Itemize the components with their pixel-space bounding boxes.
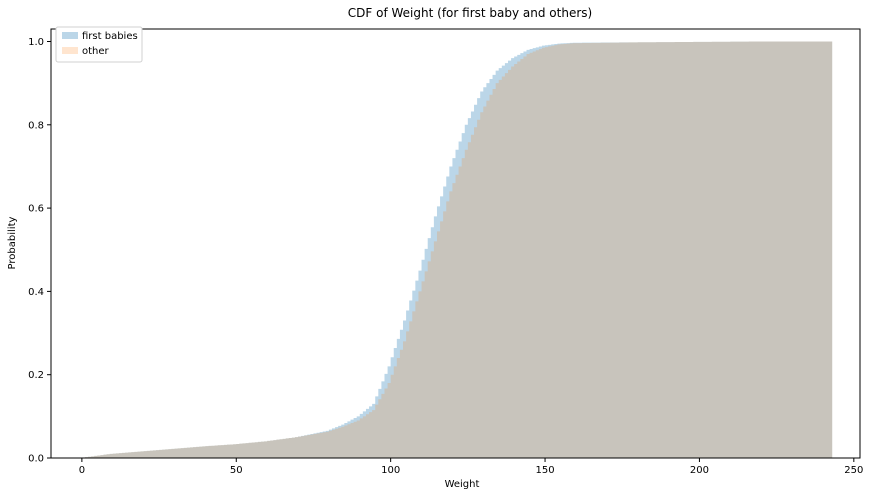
plot-area (81, 41, 833, 458)
x-axis: 0 50 100 150 200 250 (79, 458, 863, 476)
y-axis: 0.0 0.2 0.4 0.6 0.8 1.0 (28, 37, 51, 465)
y-axis-label: Probability (7, 216, 18, 269)
legend-label-first-babies: first babies (82, 31, 138, 42)
legend: first babies other (55, 26, 143, 63)
x-tick-label: 0 (79, 465, 85, 476)
y-tick-label: 0.4 (28, 287, 44, 298)
legend-label-other: other (82, 46, 110, 57)
y-tick-label: 0.0 (28, 454, 44, 465)
y-tick-label: 0.8 (28, 120, 44, 131)
chart-title: CDF of Weight (for first baby and others… (348, 6, 592, 20)
y-tick-label: 0.2 (28, 370, 44, 381)
x-tick-label: 50 (230, 465, 243, 476)
cdf-series-other (81, 41, 833, 458)
legend-swatch-first-babies (62, 32, 78, 39)
x-tick-label: 100 (381, 465, 400, 476)
x-tick-label: 250 (844, 465, 863, 476)
x-axis-label: Weight (445, 479, 480, 490)
plot-frame (50, 28, 861, 459)
legend-box (55, 26, 143, 63)
legend-swatch-other (62, 47, 78, 54)
x-tick-label: 150 (535, 465, 554, 476)
y-tick-label: 0.6 (28, 204, 44, 215)
cdf-series-first-babies (81, 41, 833, 458)
x-tick-label: 200 (690, 465, 709, 476)
y-tick-label: 1.0 (28, 37, 44, 48)
